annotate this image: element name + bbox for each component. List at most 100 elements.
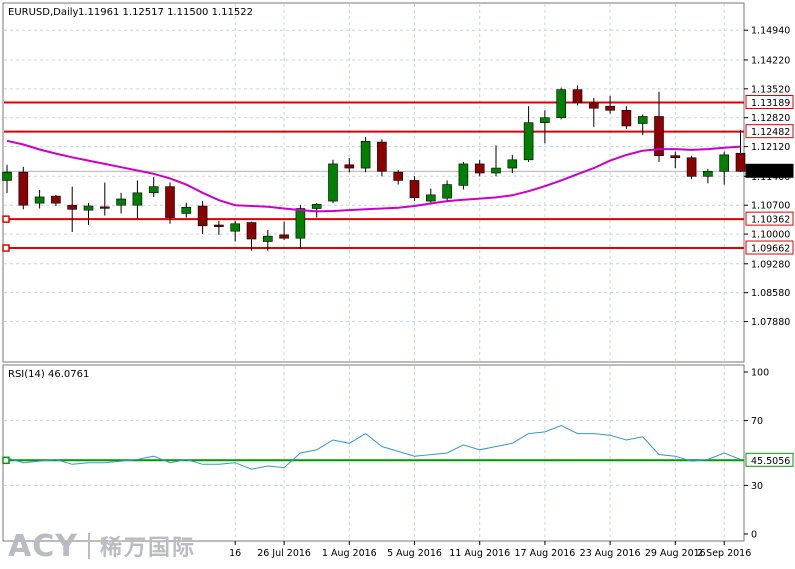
candle-body [295, 208, 306, 239]
price-tick-label: 1.14940 [751, 26, 790, 37]
chart-header-symbol: EURUSD,Daily [8, 7, 79, 18]
candlesticks [2, 85, 746, 251]
price-tick-label: 1.08580 [751, 288, 790, 299]
candle-body [262, 235, 273, 242]
candle-body [34, 196, 45, 204]
time-axis: 16 26 Jul 2016 1 Aug 2016 5 Aug 2016 11 Aug … [229, 541, 751, 559]
acy-logo-text: ACY [8, 528, 78, 564]
candle-body [588, 102, 599, 109]
rsi-panel-frame [2, 364, 745, 542]
price-tick-label: 1.12820 [751, 113, 790, 124]
candle-body [572, 89, 583, 104]
time-tick-label: 2 Sep 2016 [697, 548, 751, 559]
candle-body [637, 116, 648, 124]
price-level-tag-bg [745, 94, 794, 109]
candle-body [507, 159, 518, 169]
level-anchor [2, 215, 10, 223]
price-level-tag-bg [745, 211, 794, 226]
candle-body [148, 186, 159, 194]
candle-body [409, 180, 420, 199]
time-tick-label: 1 Aug 2016 [322, 548, 377, 559]
candle-body [246, 222, 257, 240]
candle-body [393, 171, 404, 181]
price-tick-label: 1.07880 [751, 317, 790, 328]
rsi-tick-label: 0 [751, 530, 757, 541]
candle-body [719, 154, 730, 172]
candle-body [230, 223, 240, 232]
acy-logo: ACY 稀万国际 [8, 528, 196, 564]
price-tags: 1.13189 1.12482 1.10362 1.09662 1.11522 [745, 94, 794, 255]
candle-body [100, 206, 110, 209]
rsi-level-tag-bg [745, 452, 794, 467]
rsi-line [6, 424, 741, 470]
candle-body [311, 204, 322, 209]
candle-body [132, 192, 143, 206]
rsi-title: RSI(14) 46.0761 [8, 369, 89, 380]
time-tick-label: 11 Aug 2016 [449, 548, 510, 559]
candle-body [83, 205, 94, 211]
candle-body [686, 157, 697, 177]
candle-body [442, 184, 452, 199]
price-tick-label: 1.13520 [751, 84, 790, 95]
candle-body [2, 171, 12, 181]
rsi-axis: 100 70 30 0 [744, 368, 769, 541]
rsi-tick-label: 30 [751, 481, 763, 492]
time-tick-label: 17 Aug 2016 [514, 548, 575, 559]
price-level-tag-bg [745, 124, 794, 139]
acy-logo-chinese: 稀万国际 [99, 536, 196, 561]
candle-body [197, 205, 208, 227]
candle-body [165, 186, 175, 218]
time-tick-label: 5 Aug 2016 [387, 548, 442, 559]
level-anchor [2, 244, 10, 252]
price-level-tag-text: 1.10362 [751, 215, 790, 226]
candle-body [556, 89, 567, 119]
price-level-tag-text: 1.09662 [751, 244, 790, 255]
candle-body [491, 167, 501, 174]
candle-body [735, 152, 746, 172]
price-tick-label: 1.10700 [751, 201, 790, 212]
current-price-tag-bg [745, 163, 794, 178]
chart-header-ohlc: 1.11961 1.12517 1.11500 1.11522 [78, 7, 253, 18]
price-tick-label: 1.12120 [751, 142, 790, 153]
price-level-tag-text: 1.13189 [751, 98, 790, 109]
candle-body [360, 140, 371, 169]
candle-body [523, 122, 534, 161]
rsi-indicator: 45.5056 [2, 424, 794, 470]
candle-body [621, 109, 632, 127]
logo-divider [87, 533, 90, 559]
time-tick-label: 23 Aug 2016 [580, 548, 641, 559]
candle-body [670, 155, 681, 159]
time-tick-label: 26 Jul 2016 [257, 548, 311, 559]
current-price-tag-text: 1.11522 [751, 167, 790, 178]
price-panel-frame [2, 2, 745, 363]
rsi-level-anchor [2, 456, 10, 465]
price-tick-label: 1.14220 [751, 55, 790, 66]
candle-body [51, 195, 61, 204]
horizontal-levels [2, 101, 744, 252]
rsi-level-tag-text: 45.5056 [751, 456, 790, 467]
candle-body [425, 194, 436, 202]
time-tick-label: 16 [229, 548, 241, 559]
rsi-tick-label: 100 [751, 368, 769, 379]
candle-body [214, 224, 224, 227]
time-tick-label: 29 Aug 2016 [645, 548, 706, 559]
price-tick-label: 1.10000 [751, 230, 790, 241]
candle-body [181, 206, 192, 214]
candle-body [377, 141, 387, 172]
candle-body [328, 163, 338, 202]
price-tick-label: 1.09280 [751, 259, 790, 270]
price-level-tag-text: 1.12482 [751, 127, 790, 138]
candle-body [458, 163, 469, 186]
price-level-tag-bg [745, 240, 794, 255]
moving-average-line [6, 139, 741, 213]
candle-body [344, 164, 355, 169]
candle-body [116, 198, 126, 206]
candle-body [605, 105, 615, 111]
candle-body [67, 204, 77, 210]
candle-body [540, 117, 550, 123]
candle-body [279, 234, 289, 239]
candle-body [703, 171, 713, 177]
candle-body [654, 116, 664, 156]
candle-body [474, 163, 485, 174]
